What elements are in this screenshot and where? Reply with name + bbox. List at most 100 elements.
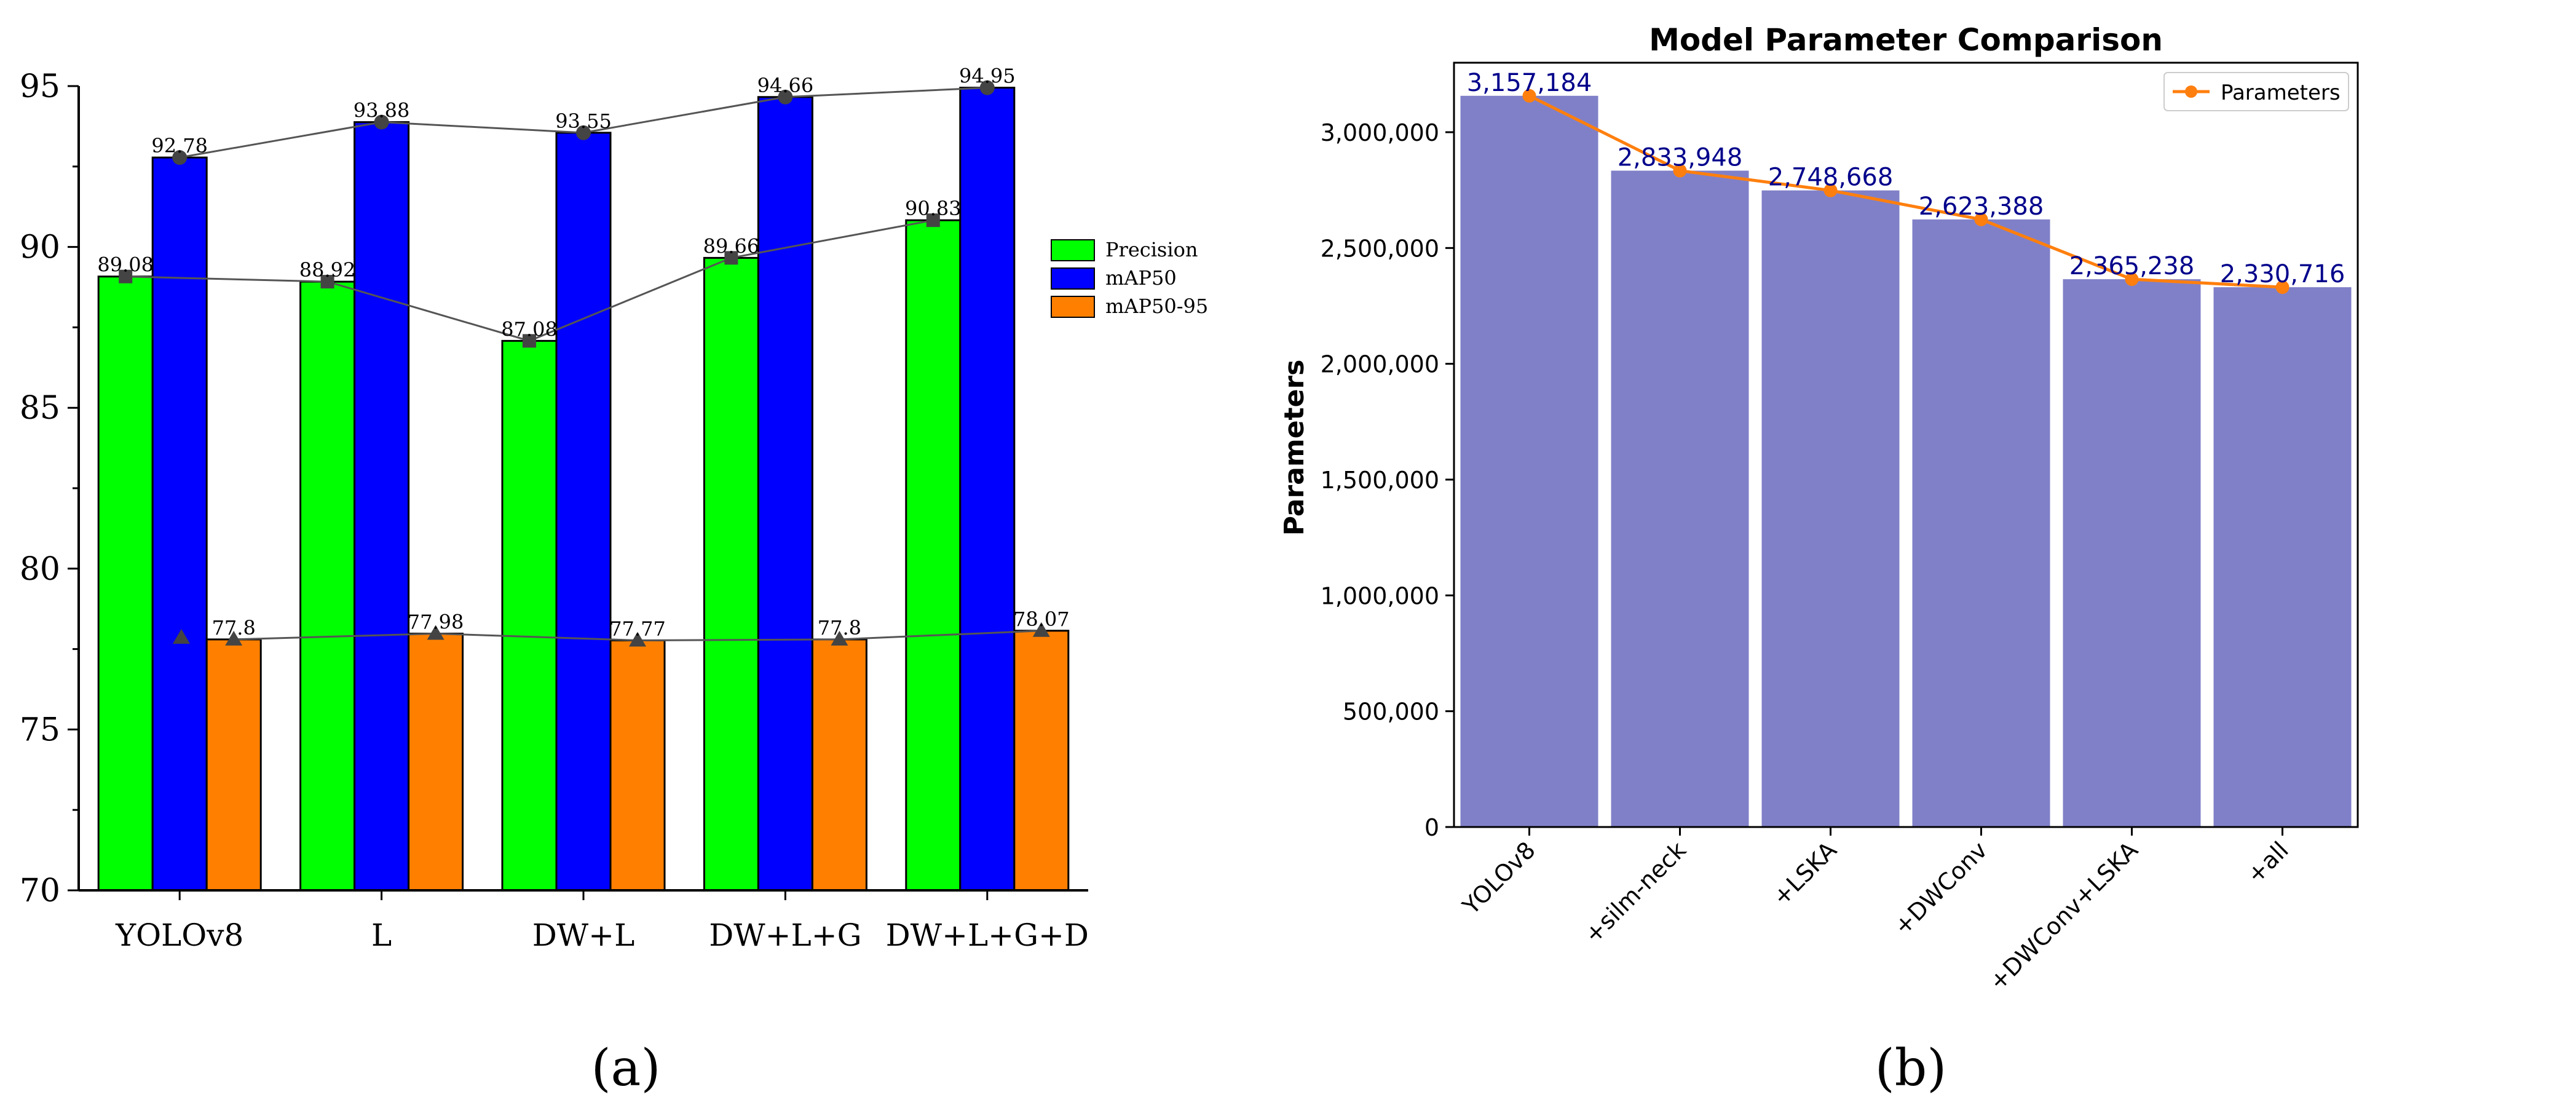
chart-b-line-marker bbox=[1673, 164, 1687, 178]
chart-b-bar bbox=[1912, 219, 2050, 827]
chart-a-bar bbox=[408, 632, 464, 892]
chart-b-legend: Parameters bbox=[2163, 72, 2349, 111]
chart-a-bar bbox=[151, 156, 208, 892]
chart-a-bar bbox=[354, 121, 410, 892]
chart-a-marker-circle bbox=[576, 125, 591, 140]
chart-a-marker-triangle bbox=[1032, 622, 1050, 637]
chart-b-x-tick-label: +DWConv bbox=[1889, 836, 1993, 940]
chart-a-data-label: 94.95 bbox=[959, 65, 1016, 88]
chart-a-bar bbox=[97, 275, 154, 892]
chart-a-marker-triangle bbox=[831, 630, 848, 646]
chart-b-x-tick-label: +LSKA bbox=[1768, 836, 1842, 911]
chart-b-data-label: 2,748,668 bbox=[1768, 164, 1894, 192]
chart-a-legend-swatch bbox=[1051, 239, 1095, 261]
chart-a-bar bbox=[299, 280, 356, 892]
chart-a-marker-circle bbox=[374, 114, 389, 130]
chart-a-bar bbox=[205, 638, 262, 892]
chart-b-x-tick-label: YOLOv8 bbox=[1457, 836, 1541, 920]
chart-a-marker-triangle bbox=[427, 625, 444, 640]
chart-a-y-tick-label: 90 bbox=[20, 229, 60, 266]
chart-a-y-tick-label: 80 bbox=[20, 551, 60, 588]
chart-a-legend-label: mAP50-95 bbox=[1105, 295, 1208, 318]
chart-b-bar bbox=[2063, 279, 2201, 827]
panel-label-a: (a) bbox=[591, 1039, 661, 1098]
chart-b-plot-frame bbox=[1453, 61, 2359, 828]
chart-a-data-label: 88.92 bbox=[299, 258, 356, 282]
chart-a-data-label: 94.66 bbox=[757, 74, 814, 97]
chart-b-line bbox=[1528, 94, 2283, 289]
chart-a-data-label: 77.8 bbox=[212, 616, 256, 639]
chart-a-data-label: 93.55 bbox=[555, 109, 612, 133]
chart-a-bar bbox=[609, 639, 666, 892]
chart-a-bar bbox=[501, 339, 558, 892]
chart-b-y-tick-label: 2,000,000 bbox=[1321, 351, 1439, 378]
chart-b-parameter-line bbox=[1522, 89, 2290, 295]
chart-a-x-tick-label: YOLOv8 bbox=[115, 917, 243, 953]
chart-a-y-tick-label: 85 bbox=[20, 390, 60, 427]
chart-b-x-tick-label: +silm-neck bbox=[1579, 836, 1691, 948]
chart-a-bars bbox=[97, 87, 1070, 892]
chart-a-marker-square bbox=[119, 269, 133, 283]
chart-b-y-tick-label: 1,000,000 bbox=[1321, 582, 1439, 609]
chart-a-x-tick-label: L bbox=[371, 917, 392, 953]
chart-a-marker-triangle bbox=[225, 630, 243, 646]
chart-a-data-label: 92.78 bbox=[151, 134, 208, 157]
chart-a-data-label: 78.07 bbox=[1013, 607, 1070, 631]
chart-b-line-marker bbox=[2125, 272, 2139, 287]
chart-a-legend-swatch bbox=[1051, 267, 1095, 290]
chart-b-y-tick-label: 500,000 bbox=[1343, 698, 1439, 726]
chart-b-bars bbox=[1460, 95, 2352, 827]
chart-a-data-label: 89.66 bbox=[703, 234, 760, 258]
chart-b-legend-marker bbox=[2185, 85, 2197, 98]
chart-a-trend-lines bbox=[119, 80, 1050, 647]
chart-b-x-tick-label: +DWConv+LSKA bbox=[1984, 836, 2143, 995]
panel-label-b: (b) bbox=[1875, 1039, 1946, 1098]
chart-b-data-label: 2,365,238 bbox=[2069, 252, 2195, 280]
chart-b-y-axis-label: Parameters bbox=[1279, 360, 1310, 536]
chart-b-title: Model Parameter Comparison bbox=[1649, 22, 2163, 58]
chart-a-bar bbox=[905, 219, 962, 892]
chart-a-data-label: 93.88 bbox=[354, 99, 410, 122]
chart-a-marker-circle bbox=[979, 80, 995, 95]
chart-b-legend-label: Parameters bbox=[2221, 81, 2341, 105]
chart-a-legend-label: Precision bbox=[1105, 238, 1198, 261]
chart-a-data-label: 77.98 bbox=[408, 610, 464, 633]
chart-b-y-tick-label: 3,000,000 bbox=[1321, 119, 1439, 146]
chart-b-data-label: 2,330,716 bbox=[2220, 260, 2345, 288]
chart-a-x-tick-label: DW+L+G bbox=[709, 917, 861, 953]
chart-b-line-marker bbox=[1823, 183, 1838, 197]
chart-a-bar bbox=[959, 87, 1016, 892]
chart-b-bar bbox=[1460, 95, 1598, 827]
chart-a-legend-label: mAP50 bbox=[1105, 266, 1177, 290]
chart-b-legend-box bbox=[2163, 72, 2349, 111]
chart-a-y-tick-label: 95 bbox=[20, 68, 60, 105]
chart-a-bar bbox=[811, 638, 867, 892]
chart-b-y-tick-label: 1,500,000 bbox=[1321, 467, 1439, 494]
chart-a-marker-triangle bbox=[173, 629, 190, 644]
chart-a-bar bbox=[703, 256, 759, 892]
chart-a-marker-circle bbox=[778, 89, 793, 105]
chart-b-bar bbox=[2213, 287, 2352, 827]
chart-a-marker-square bbox=[724, 251, 738, 265]
chart-b-line-marker bbox=[1974, 212, 1988, 226]
chart-b-data-label: 2,833,948 bbox=[1618, 144, 1743, 172]
chart-a-data-label: 77.77 bbox=[609, 617, 666, 640]
chart-a-bar bbox=[555, 132, 612, 892]
chart-a-marker-triangle bbox=[629, 631, 646, 647]
chart-a-legend-swatch bbox=[1051, 296, 1095, 318]
chart-b-data-label: 2,623,388 bbox=[1919, 192, 2044, 221]
chart-a-data-label: 77.8 bbox=[818, 616, 861, 639]
chart-a-x-tick-label: DW+L+G+D bbox=[886, 917, 1089, 953]
chart-b-y-tick-label: 0 bbox=[1424, 814, 1439, 841]
chart-b-data-label: 3,157,184 bbox=[1467, 69, 1592, 97]
chart-b-line-marker bbox=[2275, 280, 2290, 295]
chart-a-marker-circle bbox=[172, 150, 188, 165]
chart-a-legend: Precision mAP50 mAP50-95 bbox=[1051, 238, 1208, 318]
chart-a-data-label: 89.08 bbox=[97, 253, 154, 277]
chart-a-marker-square bbox=[523, 334, 536, 348]
chart-b-bar bbox=[1611, 170, 1749, 827]
chart-a-data-label: 87.08 bbox=[501, 317, 558, 341]
chart-a-data-label: 90.83 bbox=[905, 197, 962, 220]
chart-a-y-tick-label: 70 bbox=[20, 873, 60, 909]
